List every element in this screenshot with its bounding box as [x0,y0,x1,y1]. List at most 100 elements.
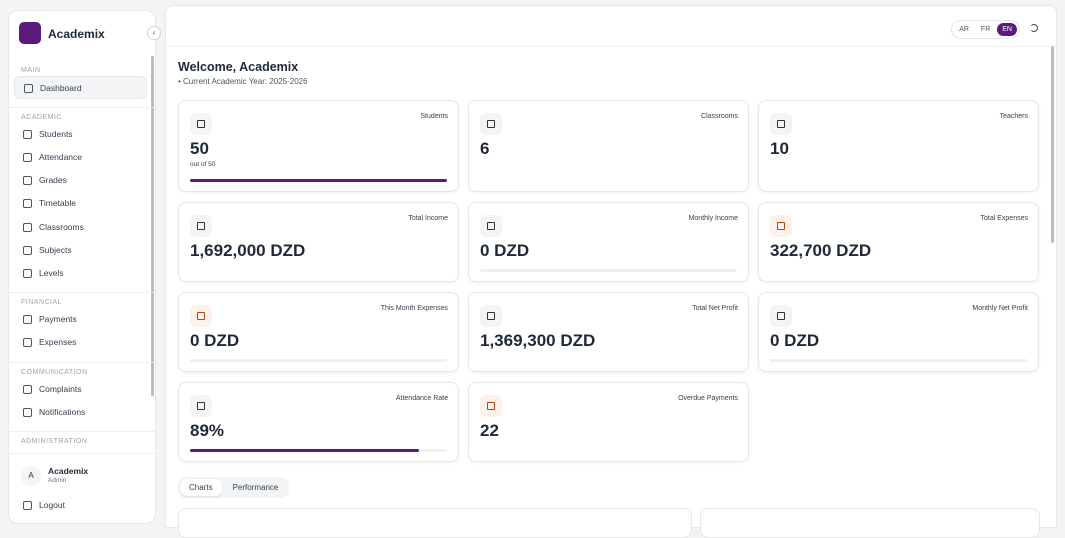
progress-track [770,359,1027,362]
nav-icon [23,199,32,209]
scrollbar [151,56,154,396]
stat-label: This Month Expenses [380,305,448,312]
nav-item[interactable]: Dashboard [14,75,147,99]
welcome-title: Welcome, Academix [178,60,299,74]
user-role: Admin [48,477,67,484]
stat-value: 0 DZD [480,241,530,260]
divider [9,292,155,293]
nav-item[interactable]: Timetable [14,192,147,215]
divider [9,107,155,108]
stat-icon [190,113,212,135]
nav-item[interactable]: Payments [14,308,147,331]
nav-item[interactable]: Notifications [14,401,147,424]
nav-item[interactable]: Grades [14,169,147,192]
stat-value: 0 DZD [190,331,240,350]
nav-icon [23,246,32,255]
nav-item[interactable]: Levels [14,262,147,285]
nav-item[interactable]: Attendance [14,146,147,169]
stat-value: 1,692,000 DZD [190,241,306,260]
nav-label: Expenses [39,336,77,347]
stat-icon [480,305,502,327]
stat-label: Total Expenses [980,215,1028,222]
icon-glyph [197,120,205,128]
stat-card: Overdue Payments 22 [468,382,749,462]
nav-icon [23,269,32,279]
progress-track [480,269,737,272]
main: AR FR EN Welcome, Academix • Current Acade… [165,5,1057,538]
icon-glyph [777,312,785,320]
stat-value: 89% [190,421,225,440]
tab[interactable]: Charts [180,479,222,496]
language-option[interactable]: AR [959,26,969,33]
icon-glyph [487,222,495,230]
avatar: A [21,466,41,486]
tabs: Charts Performance [178,477,290,498]
stat-label: Overdue Payments [678,395,738,402]
icon-glyph [487,312,495,320]
stat-icon [480,215,502,237]
nav-label: Payments [39,313,77,324]
icon-glyph [487,402,495,410]
stat-note: out of 50 [190,161,216,168]
nav-icon [23,222,32,232]
nav-item[interactable]: Expenses [14,331,147,354]
academic-year-text: Current Academic Year: 2025-2026 [183,77,308,86]
logo [19,22,41,44]
user-name: Academix [48,466,89,476]
progress-fill [190,179,447,182]
stat-label: Attendance Rate [395,395,448,402]
theme-toggle[interactable] [1030,24,1038,32]
section-label: ADMINISTRATION [21,438,88,445]
nav-icon [23,152,32,162]
brand: Academix [48,27,105,41]
nav-icon [23,407,32,417]
tab[interactable]: Performance [232,483,279,492]
stat-icon [770,305,792,327]
nav-icon [23,129,32,139]
nav-label: Levels [39,268,64,279]
section-label: MAIN [21,67,41,74]
logout[interactable]: Logout [14,494,147,517]
stat-value: 6 [480,139,490,158]
language-option[interactable]: FR [980,26,991,33]
collapse-button[interactable]: ‹ [147,26,161,40]
stat-card: Total Expenses 322,700 DZD [758,202,1039,282]
nav-label: Timetable [39,198,77,209]
nav-item[interactable]: Subjects [14,239,147,262]
logout-icon [23,501,32,510]
stat-label: Monthly Income [688,215,738,222]
nav-icon [24,83,33,93]
stat-card: This Month Expenses 0 DZD [178,292,459,372]
language-switch: AR FR EN [951,20,1020,39]
nav-item[interactable]: Students [14,123,147,146]
language-option[interactable]: EN [997,23,1017,36]
progress-track [190,179,447,182]
stat-value: 0 DZD [770,331,820,350]
stat-card: Monthly Net Profit 0 DZD [758,292,1039,372]
section-label: ACADEMIC [21,114,62,121]
stat-card: Total Net Profit 1,369,300 DZD [468,292,749,372]
nav-icon [23,384,32,394]
stat-icon [190,215,212,237]
stat-card: Classrooms 6 [468,100,749,192]
stat-icon [770,113,792,135]
nav-icon [23,176,32,186]
stat-label: Classrooms [701,113,738,120]
nav-label: Attendance [39,151,83,162]
nav-label: Complaints [39,383,82,394]
nav-label: Students [39,128,73,139]
nav-label: Classrooms [39,221,84,232]
icon-glyph [777,120,785,128]
nav-item[interactable]: Complaints [14,378,147,401]
stat-card: Teachers 10 [758,100,1039,192]
nav-item[interactable]: Classrooms [14,216,147,239]
divider [9,453,155,454]
stat-icon [770,215,792,237]
icon-glyph [197,312,205,320]
stat-card: Monthly Income 0 DZD [468,202,749,282]
icon-glyph [197,402,205,410]
stat-value: 50 [190,139,209,158]
academic-year: • Current Academic Year: 2025-2026 [178,77,308,86]
stat-value: 10 [770,139,789,158]
nav-icon [23,337,32,347]
